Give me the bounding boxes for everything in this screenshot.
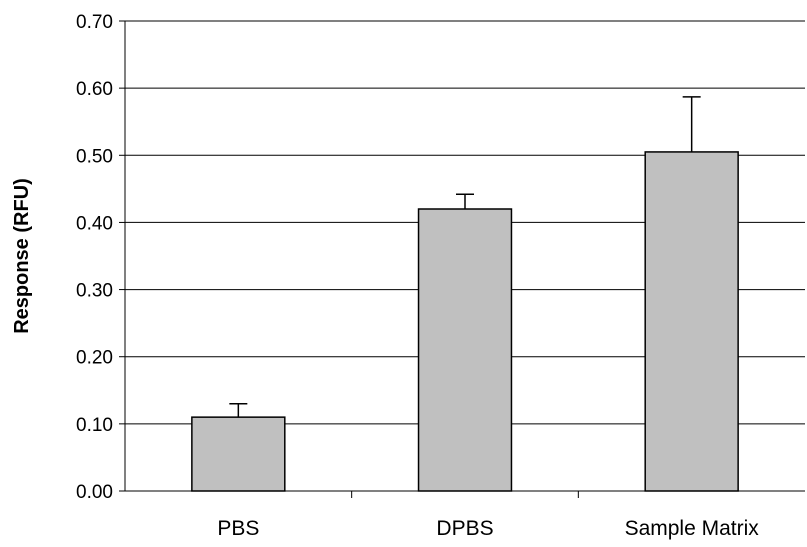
x-category-label-1: DPBS xyxy=(436,517,493,540)
y-axis-title: Response (RFU) xyxy=(11,178,33,334)
y-tick-label-4: 0.40 xyxy=(76,213,113,234)
y-tick-label-5: 0.50 xyxy=(76,146,113,167)
y-tick-label-7: 0.70 xyxy=(76,12,113,33)
y-tick-label-2: 0.20 xyxy=(76,348,113,369)
x-category-label-0: PBS xyxy=(217,517,259,540)
error-bars xyxy=(229,96,701,418)
bars xyxy=(191,151,739,492)
y-tick-label-6: 0.60 xyxy=(76,79,113,100)
y-tick-label-1: 0.10 xyxy=(76,415,113,436)
bar-sample-matrix xyxy=(644,151,739,492)
bar-pbs xyxy=(191,416,286,492)
y-tick-label-0: 0.00 xyxy=(76,482,113,503)
x-category-label-2: Sample Matrix xyxy=(625,517,760,540)
axes xyxy=(119,20,805,498)
x-category-labels: PBS DPBS Sample Matrix xyxy=(217,517,759,540)
bar-dpbs xyxy=(417,208,513,492)
y-tick-labels: 0.00 0.10 0.20 0.30 0.40 0.50 0.60 0.70 xyxy=(76,12,113,503)
y-tick-label-3: 0.30 xyxy=(76,281,113,302)
